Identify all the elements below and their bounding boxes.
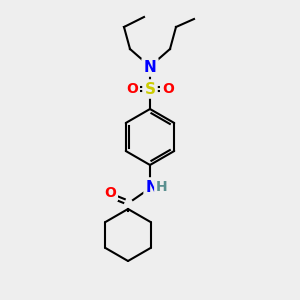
Text: N: N <box>146 179 158 194</box>
Text: O: O <box>126 82 138 96</box>
Text: N: N <box>144 59 156 74</box>
Text: O: O <box>104 186 116 200</box>
Text: S: S <box>145 82 155 97</box>
Text: H: H <box>156 180 168 194</box>
Text: O: O <box>162 82 174 96</box>
